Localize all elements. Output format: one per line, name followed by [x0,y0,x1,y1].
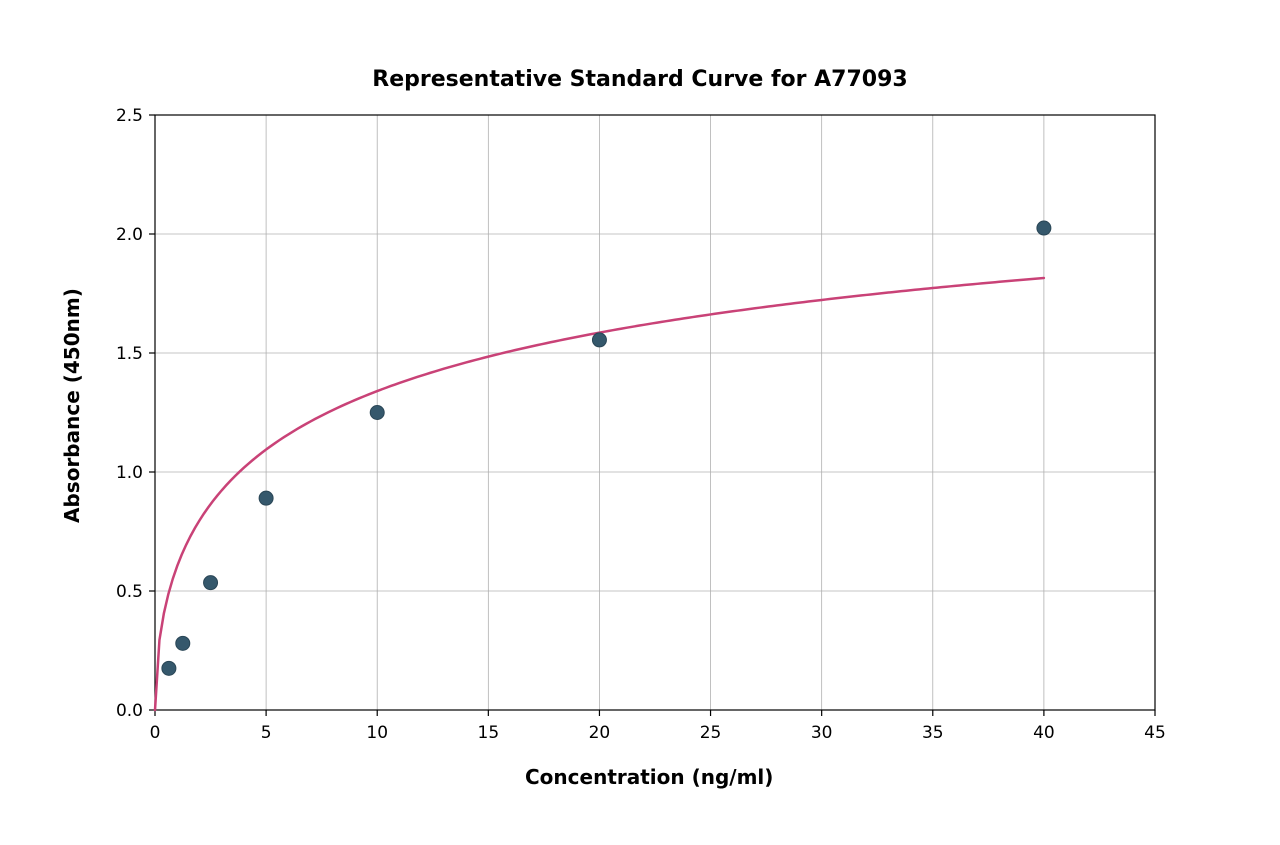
y-tick-label: 2.5 [116,106,143,126]
y-axis-label: Absorbance (450nm) [60,288,84,523]
data-point [204,576,218,590]
plot-area: 0 5 10 15 20 25 30 35 40 45 0.0 0.5 1.0 1.5 2.0 2.5 [0,0,1280,845]
y-tick-label: 2.0 [116,225,143,245]
data-point [370,406,384,420]
y-tick-label: 1.0 [116,463,143,483]
data-point [1037,221,1051,235]
x-tick-label: 15 [478,723,500,743]
x-tick-label: 20 [589,723,611,743]
y-tick-label: 0.0 [116,701,143,721]
x-tick-label: 40 [1033,723,1055,743]
y-tick-label: 0.5 [116,582,143,602]
x-tick-label: 45 [1144,723,1166,743]
data-point [176,636,190,650]
chart-figure: Representative Standard Curve for A77093… [0,0,1280,845]
x-tick-label: 30 [811,723,833,743]
x-tick-label: 5 [261,723,272,743]
x-tick-label: 35 [922,723,944,743]
x-tick-label: 10 [366,723,388,743]
data-point [162,661,176,675]
x-axis-label: Concentration (ng/ml) [525,765,773,789]
data-point [259,491,273,505]
data-point [592,333,606,347]
x-tick-label: 0 [150,723,161,743]
y-tick-label: 1.5 [116,344,143,364]
x-tick-label: 25 [700,723,722,743]
